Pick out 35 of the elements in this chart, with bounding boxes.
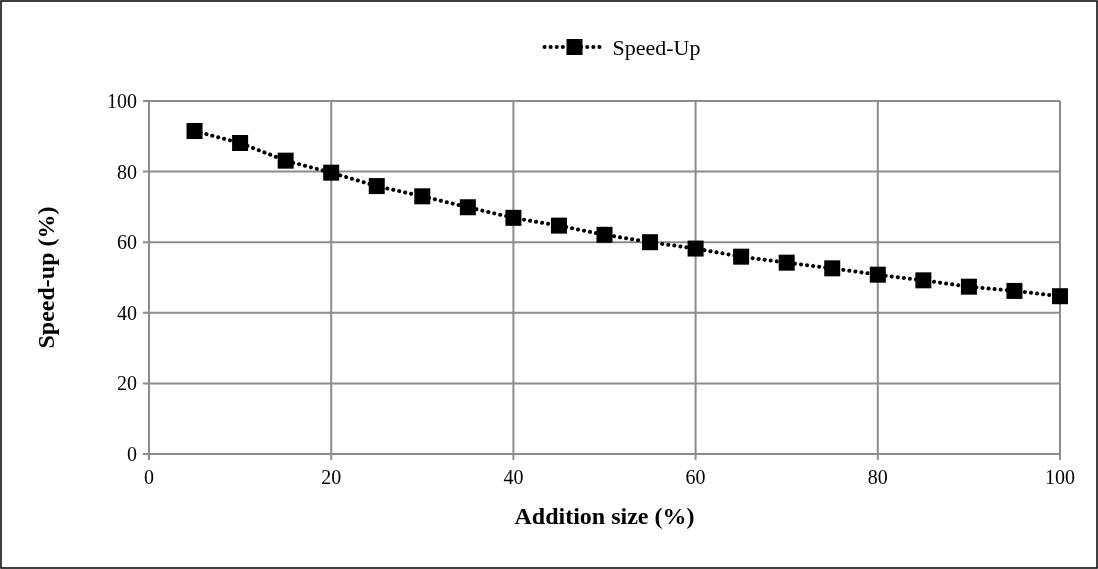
point (186, 123, 203, 140)
point (960, 278, 977, 295)
y-tick-label: 80 (117, 160, 137, 183)
point (368, 178, 385, 195)
point (1006, 282, 1023, 299)
point (869, 266, 886, 283)
x-tick-label: 20 (321, 466, 342, 488)
x-tick-label: 100 (1045, 466, 1075, 488)
y-tick-label: 60 (117, 231, 137, 254)
point (596, 226, 613, 243)
point (824, 260, 841, 277)
point (642, 234, 659, 251)
y-tick-label: 100 (107, 90, 137, 112)
point (323, 164, 340, 181)
x-tick-label: 80 (867, 466, 888, 488)
point (1052, 288, 1068, 305)
point (505, 209, 522, 226)
point (915, 272, 932, 289)
y-axis-title: Speed-up (%) (33, 206, 59, 349)
point (459, 199, 476, 216)
point (232, 135, 249, 152)
y-tick-label: 40 (117, 301, 137, 324)
point (733, 248, 750, 265)
point (778, 254, 795, 271)
point (550, 217, 567, 234)
x-tick-label: 40 (503, 466, 524, 488)
y-tick-label: 0 (127, 443, 137, 465)
legend-label: Speed-Up (612, 34, 701, 60)
point (277, 152, 294, 169)
x-tick-label: 0 (144, 466, 154, 488)
y-tick-label: 20 (117, 372, 137, 395)
x-axis-title: Addition size (%) (514, 503, 695, 529)
point (414, 188, 431, 205)
point (687, 240, 704, 257)
x-tick-label: 60 (685, 466, 706, 488)
